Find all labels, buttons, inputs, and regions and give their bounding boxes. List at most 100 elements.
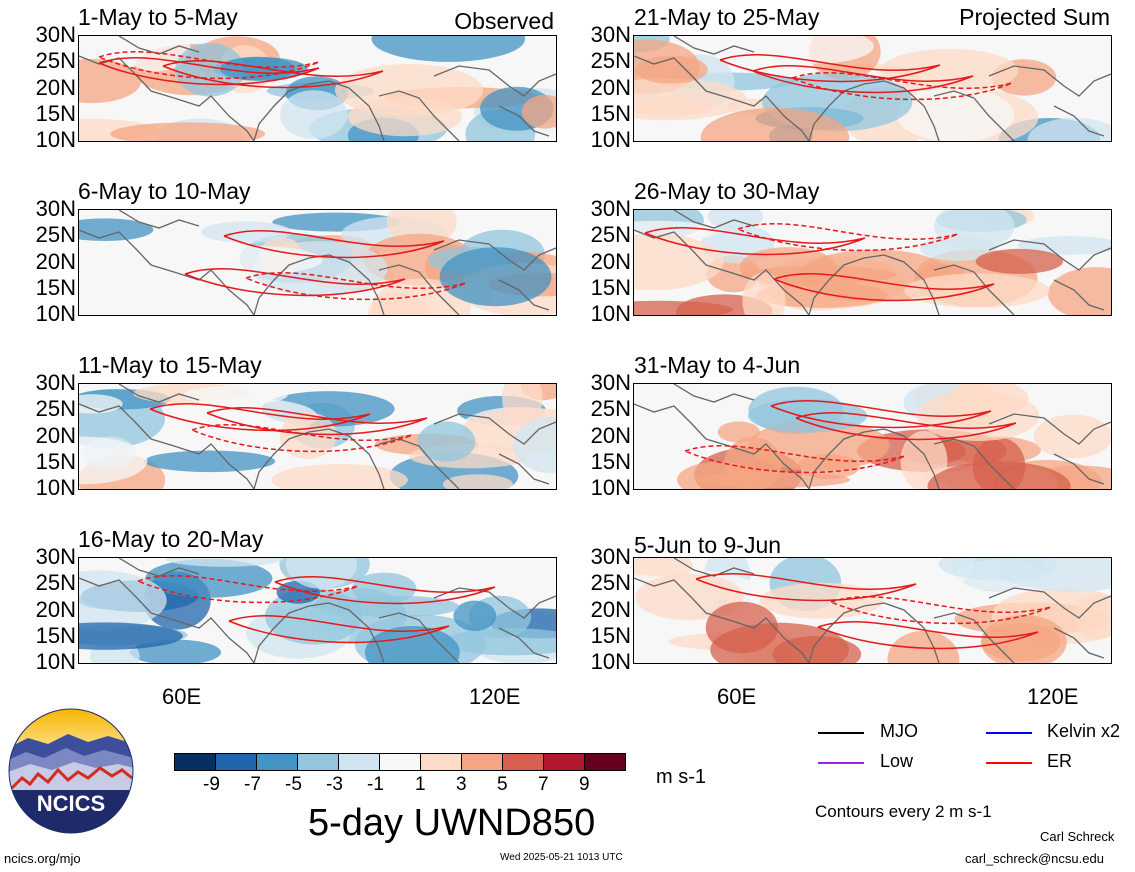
y-tick-label: 30N (35, 544, 76, 569)
y-tick-label: 20N (590, 596, 631, 622)
coastline (498, 279, 550, 311)
map-panel-proj-4 (633, 557, 1112, 664)
y-tick-label: 15N (590, 274, 631, 300)
anomaly-shading (285, 558, 358, 589)
anomaly-shading (887, 630, 960, 663)
coastline (253, 80, 385, 141)
y-tick-label: 10N (35, 649, 76, 674)
coastline (808, 80, 940, 141)
anomaly-shading (997, 558, 1111, 592)
colorbar-tick-label: 9 (579, 774, 590, 795)
y-tick-label: 10N (590, 649, 631, 674)
coastline (1053, 453, 1105, 485)
anomaly-shading (635, 573, 744, 621)
coastline (634, 55, 810, 141)
logo-wordmark: NCICS (37, 791, 105, 816)
x-tick-120e-right: 120E (1027, 684, 1079, 709)
panel-title-proj-1: 21-May to 25-May (634, 4, 820, 30)
anomaly-shading (705, 601, 778, 654)
panel-title-proj-2: 26-May to 30-May (634, 178, 820, 204)
wind-anomaly-field (79, 558, 556, 663)
anomaly-shading (975, 248, 1064, 274)
er-contour (752, 64, 974, 94)
colorbar-segment (338, 753, 380, 771)
er-contour (719, 53, 941, 83)
colorbar-segment (461, 753, 503, 771)
y-tick-label: 20N (590, 248, 631, 274)
author-name: Carl Schreck (1040, 829, 1115, 844)
anomaly-shading (900, 430, 948, 489)
anomaly-shading (634, 233, 724, 291)
er-contour (184, 267, 406, 297)
anomaly-shading (442, 474, 513, 489)
y-tick-label: 15N (590, 100, 631, 126)
colorbar-segment (215, 753, 257, 771)
coastline (808, 428, 940, 489)
coastline (378, 612, 460, 663)
site-link[interactable]: ncics.org/mjo (4, 851, 81, 866)
coastline (634, 577, 810, 663)
legend-line-low (818, 762, 864, 764)
anomaly-shading (271, 464, 408, 489)
legend-label-kelvin: Kelvin x2 (1047, 721, 1121, 741)
timestamp: Wed 2025-05-21 1013 UTC (500, 852, 623, 863)
anomaly-shading (972, 437, 1026, 489)
er-contour (817, 620, 1039, 650)
anomaly-shading (724, 437, 782, 489)
colorbar-tick-label: -3 (326, 774, 343, 795)
y-tick-label: 30N (35, 370, 76, 395)
anomaly-shading (368, 292, 429, 315)
coastline (498, 105, 550, 137)
anomaly-shading (79, 58, 142, 104)
map-panel-obs-3 (78, 383, 557, 490)
colorbar-tick-label: 1 (415, 774, 426, 795)
coastline (1053, 627, 1105, 659)
panel-title-obs-1: 1-May to 5-May (78, 4, 238, 30)
colorbar-tick-label: 5 (497, 774, 508, 795)
anomaly-shading (635, 55, 708, 84)
anomaly-shading (279, 412, 337, 460)
coastline (1053, 279, 1105, 311)
anomaly-shading (772, 636, 862, 663)
legend-label-mjo: MJO (880, 721, 918, 741)
colorbar-tick-label: -9 (203, 774, 220, 795)
coastline (378, 90, 460, 141)
panel-title-obs-2: 6-May to 10-May (78, 178, 251, 204)
coastline (933, 438, 1015, 489)
x-tick-120e-left: 120E (469, 684, 521, 709)
wind-anomaly-field (634, 36, 1111, 141)
units-label: m s-1 (656, 766, 706, 788)
anomaly-shading (122, 282, 192, 315)
colorbar-segment (502, 753, 544, 771)
y-tick-label: 20N (590, 74, 631, 100)
coastline (433, 239, 556, 271)
x-tick-60e-right: 60E (717, 684, 757, 709)
coastline (118, 210, 200, 229)
y-tick-label: 25N (590, 48, 631, 74)
y-tick-label: 20N (590, 422, 631, 448)
colorbar-segment (584, 753, 626, 771)
coastline (118, 384, 200, 403)
ncics-logo: NCICS (8, 708, 134, 834)
colorbar-tick-label: -5 (285, 774, 302, 795)
coastline (118, 558, 200, 577)
anomaly-shading (1033, 414, 1111, 459)
anomaly-shading (634, 300, 733, 315)
y-tick-label: 25N (35, 48, 76, 74)
colorbar-segment (256, 753, 298, 771)
y-tick-label: 25N (590, 222, 631, 248)
legend-line-er (986, 762, 1032, 764)
y-tick-label: 30N (590, 22, 631, 47)
panel-title-proj-3: 31-May to 4-Jun (634, 352, 801, 378)
er-contour (830, 595, 1052, 625)
y-tick-label: 15N (35, 100, 76, 126)
colorbar-segment (297, 753, 339, 771)
coastline (988, 587, 1111, 619)
er-contour (223, 229, 445, 259)
y-tick-label: 25N (590, 396, 631, 422)
author-email: carl_schreck@ncsu.edu (965, 851, 1104, 866)
er-contour (791, 71, 1013, 101)
chart-title: 5-day UWND850 (308, 802, 596, 844)
y-tick-label: 20N (35, 422, 76, 448)
anomaly-shading (453, 600, 497, 631)
